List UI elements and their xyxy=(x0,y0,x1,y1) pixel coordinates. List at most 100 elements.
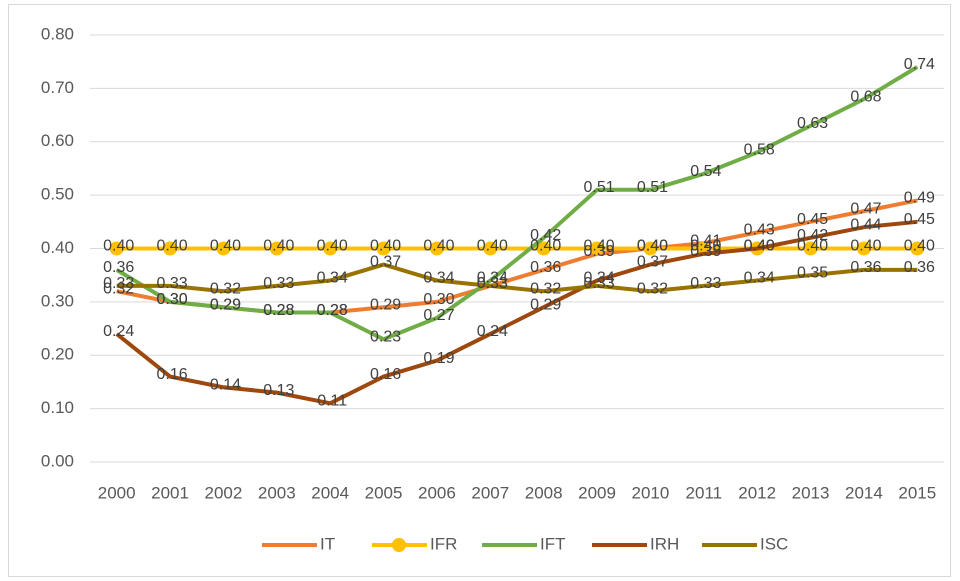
data-label: 0.28 xyxy=(317,302,348,319)
data-label: 0.68 xyxy=(850,88,881,105)
data-label: 0.40 xyxy=(690,238,721,255)
point-marker xyxy=(269,241,284,256)
data-label: 0.40 xyxy=(744,238,775,255)
data-label: 0.35 xyxy=(797,264,828,281)
data-label: 0.40 xyxy=(637,238,668,255)
x-tick-label: 2002 xyxy=(205,483,243,502)
x-tick-label: 2006 xyxy=(418,483,456,502)
data-label: 0.40 xyxy=(797,238,828,255)
data-label: 0.39 xyxy=(690,243,721,260)
y-tick-label: 0.80 xyxy=(41,24,74,43)
point-marker xyxy=(643,241,658,256)
y-tick-label: 0.10 xyxy=(41,398,74,417)
x-tick-label: 2014 xyxy=(845,483,883,502)
data-label: 0.37 xyxy=(637,254,668,271)
point-marker xyxy=(109,241,124,256)
data-label: 0.63 xyxy=(797,115,828,132)
data-label: 0.29 xyxy=(210,296,241,313)
data-label: 0.49 xyxy=(904,190,935,207)
point-marker xyxy=(856,241,871,256)
data-label: 0.32 xyxy=(103,280,134,297)
data-label: 0.40 xyxy=(530,238,561,255)
data-label: 0.29 xyxy=(530,296,561,313)
data-label: 0.33 xyxy=(103,275,134,292)
x-tick-label: 2015 xyxy=(898,483,936,502)
point-marker xyxy=(323,241,338,256)
data-label: 0.39 xyxy=(583,243,614,260)
x-tick-label: 2012 xyxy=(738,483,776,502)
y-tick-label: 0.60 xyxy=(41,131,74,150)
data-label: 0.58 xyxy=(744,142,775,159)
data-label: 0.34 xyxy=(423,270,454,287)
data-label: 0.32 xyxy=(530,280,561,297)
data-label: 0.24 xyxy=(103,323,134,340)
data-label: 0.33 xyxy=(583,275,614,292)
data-label: 0.37 xyxy=(370,254,401,271)
data-label: 0.40 xyxy=(156,238,187,255)
data-label: 0.40 xyxy=(744,238,775,255)
x-tick-label: 2013 xyxy=(792,483,830,502)
x-tick-label: 2001 xyxy=(151,483,189,502)
data-label: 0.45 xyxy=(797,211,828,228)
series-line xyxy=(115,219,918,406)
x-tick-label: 2010 xyxy=(632,483,670,502)
data-label: 0.51 xyxy=(583,179,614,196)
data-label: 0.34 xyxy=(317,270,348,287)
y-tick-label: 0.40 xyxy=(41,238,74,257)
point-marker xyxy=(483,241,498,256)
data-label: 0.42 xyxy=(530,227,561,244)
legend-marker xyxy=(392,538,406,552)
point-marker xyxy=(910,241,925,256)
x-tick-label: 2011 xyxy=(686,483,723,502)
data-label: 0.34 xyxy=(583,270,614,287)
data-label: 0.33 xyxy=(477,275,508,292)
x-tick-label: 2004 xyxy=(311,483,349,502)
data-label: 0.30 xyxy=(156,291,187,308)
series-line xyxy=(116,262,918,294)
data-label: 0.40 xyxy=(317,238,348,255)
data-label: 0.74 xyxy=(904,56,935,73)
data-label: 0.13 xyxy=(263,382,294,399)
data-label: 0.23 xyxy=(370,328,401,345)
data-label: 0.32 xyxy=(210,280,241,297)
data-label: 0.29 xyxy=(210,296,241,313)
data-label: 0.16 xyxy=(370,366,401,383)
data-label: 0.40 xyxy=(850,238,881,255)
data-label: 0.24 xyxy=(477,323,508,340)
data-label: 0.14 xyxy=(210,376,241,393)
y-tick-label: 0.00 xyxy=(41,451,74,470)
data-label: 0.28 xyxy=(263,302,294,319)
data-label: 0.33 xyxy=(690,275,721,292)
data-label: 0.28 xyxy=(317,302,348,319)
point-marker xyxy=(216,241,231,256)
data-label: 0.40 xyxy=(263,238,294,255)
x-tick-label: 2008 xyxy=(525,483,563,502)
legend-label: ISC xyxy=(760,534,788,553)
data-label: 0.40 xyxy=(477,238,508,255)
data-label: 0.34 xyxy=(744,270,775,287)
data-label: 0.40 xyxy=(103,238,134,255)
x-tick-label: 2007 xyxy=(471,483,509,502)
data-label: 0.29 xyxy=(370,296,401,313)
data-label: 0.11 xyxy=(317,393,347,410)
point-marker xyxy=(803,241,818,256)
legend-label: IFR xyxy=(430,534,457,553)
data-label: 0.33 xyxy=(156,275,187,292)
data-label: 0.51 xyxy=(637,179,668,196)
y-tick-label: 0.30 xyxy=(41,291,74,310)
data-label: 0.28 xyxy=(263,302,294,319)
data-label: 0.32 xyxy=(637,280,668,297)
x-tick-label: 2000 xyxy=(98,483,136,502)
data-label: 0.30 xyxy=(156,291,187,308)
data-label: 0.27 xyxy=(423,307,454,324)
data-label: 0.47 xyxy=(850,200,881,217)
data-label: 0.36 xyxy=(850,259,881,276)
data-label: 0.16 xyxy=(156,366,187,383)
data-label: 0.40 xyxy=(423,238,454,255)
data-label: 0.34 xyxy=(477,270,508,287)
point-marker xyxy=(429,241,444,256)
legend-label: IRH xyxy=(650,534,679,553)
point-marker xyxy=(376,241,391,256)
series-line xyxy=(115,65,919,342)
